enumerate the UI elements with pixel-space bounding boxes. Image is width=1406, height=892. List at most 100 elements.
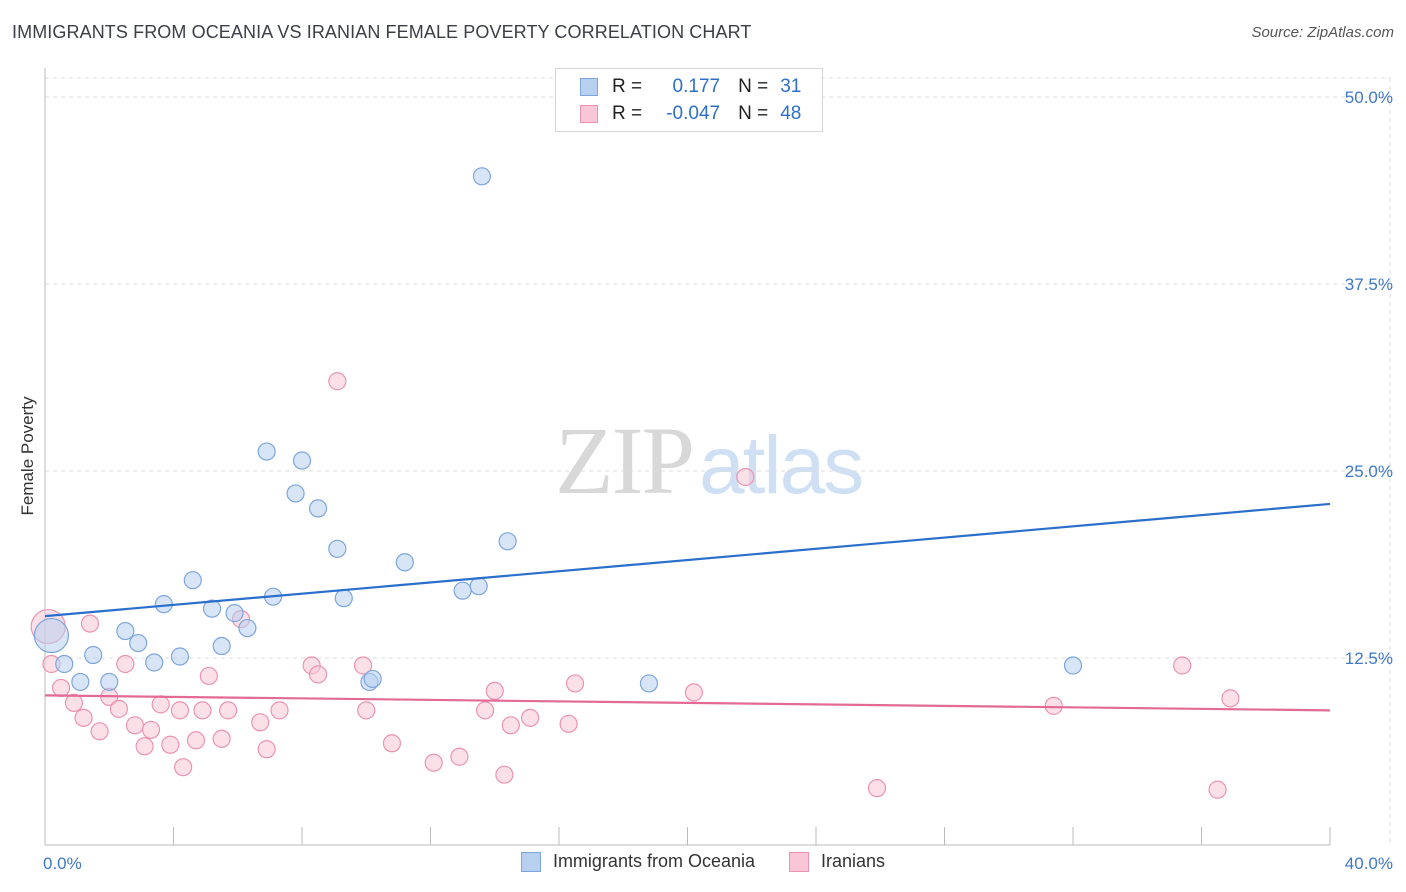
legend-swatch-blue — [580, 78, 598, 96]
iranians-point — [193, 701, 212, 720]
legend-row-iranians: R = -0.047 N = 48 — [580, 102, 801, 126]
axes — [44, 68, 1331, 846]
iranians-point — [476, 701, 495, 720]
iranians-point — [151, 695, 170, 714]
oceania-point — [453, 581, 472, 600]
oceania-point — [292, 451, 312, 470]
series-swatch-blue — [520, 851, 541, 872]
y-tick-label: 25.0% — [1345, 462, 1393, 481]
oceania-trend-line — [44, 502, 1331, 618]
iranians-point — [450, 747, 469, 766]
y-tick-label: 50.0% — [1345, 88, 1393, 107]
iranians-point — [135, 737, 154, 756]
oceania-point — [55, 654, 74, 674]
iranians-point — [109, 699, 128, 718]
oceania-point — [363, 669, 382, 689]
iranians-point — [1173, 656, 1192, 675]
iranians-point — [199, 666, 218, 686]
grid-lines — [45, 77, 1391, 845]
oceania-point — [170, 647, 190, 666]
oceania-point — [225, 604, 244, 623]
iranians-point — [174, 758, 193, 777]
source-credit: Source: ZipAtlas.com — [1251, 24, 1394, 41]
iranians-point — [80, 614, 100, 633]
iranians-point — [161, 735, 180, 754]
oceania-point — [33, 617, 70, 654]
iranians-point — [141, 720, 161, 739]
iranians-point — [64, 693, 84, 712]
oceania-point — [395, 553, 414, 572]
oceania-point — [202, 599, 222, 618]
iranians-point — [251, 713, 270, 732]
series-name-oceania: Immigrants from Oceania — [552, 851, 755, 871]
x-tick-label: 0.0% — [43, 854, 82, 873]
iranians-point — [424, 753, 443, 772]
iranians-point — [1044, 696, 1063, 715]
iranians-point — [257, 740, 276, 759]
chart-title: IMMIGRANTS FROM OCEANIA VS IRANIAN FEMAL… — [12, 22, 752, 42]
zipatlas-watermark: ZIPatlas — [555, 405, 864, 516]
oceania-point — [129, 633, 148, 653]
watermark-atlas: atlas — [699, 420, 864, 511]
oceania-point — [238, 618, 257, 638]
iranians-point — [736, 467, 755, 487]
oceania-points — [33, 167, 1083, 693]
x-tick-label: 40.0% — [1345, 854, 1393, 873]
iranians-point — [684, 683, 704, 702]
series-legend-oceania: Immigrants from Oceania — [520, 851, 755, 872]
legend-r-label: R = — [612, 103, 643, 124]
series-legend-iranians: Iranians — [789, 851, 885, 872]
legend-r-label: R = — [612, 76, 643, 97]
oceania-point — [84, 645, 103, 665]
iranians-point — [1208, 780, 1227, 799]
iranians-point — [270, 701, 289, 720]
oceania-point — [183, 571, 202, 590]
iranians-point — [520, 708, 540, 727]
iranians-point — [559, 714, 578, 733]
iranians-point — [308, 665, 328, 684]
legend-n-value: 48 — [780, 103, 802, 124]
legend-r-value: -0.047 — [666, 103, 721, 124]
trend-lines — [44, 502, 1331, 712]
y-tick-label: 12.5% — [1345, 649, 1393, 668]
oceania-point — [472, 167, 491, 186]
iranians-point — [186, 731, 206, 750]
iranians-points — [30, 372, 1240, 799]
iranians-point — [565, 674, 585, 693]
series-name-iranians: Iranians — [821, 851, 886, 871]
iranians-point — [357, 701, 376, 720]
legend-n-value: 31 — [780, 76, 802, 97]
oceania-point — [212, 636, 231, 656]
iranians-point — [867, 779, 887, 798]
oceania-point — [100, 672, 119, 692]
iranians-point — [495, 765, 514, 784]
legend-row-oceania: R = 0.177 N = 31 — [580, 75, 801, 99]
iranians-point — [328, 372, 347, 391]
oceania-point — [257, 442, 276, 461]
oceania-point — [328, 539, 347, 558]
oceania-point — [498, 532, 517, 551]
tick-labels: 12.5% 25.0% 37.5% 50.0% 0.0% 40.0% — [43, 88, 1393, 873]
iranians-point — [116, 654, 135, 674]
oceania-point — [116, 621, 135, 641]
series-swatch-pink — [789, 851, 809, 872]
oceania-point — [286, 484, 305, 503]
legend-swatch-pink — [580, 105, 598, 123]
iranians-point — [170, 701, 190, 720]
legend-n-label: N = — [738, 103, 769, 124]
iranians-point — [485, 681, 504, 701]
oceania-point — [71, 672, 90, 692]
iranians-point — [382, 734, 402, 753]
iranians-point — [125, 716, 145, 735]
iranians-trend-line — [44, 694, 1331, 712]
legend-n-label: N = — [738, 76, 769, 97]
iranians-point — [51, 678, 71, 698]
iranians-point — [1221, 689, 1240, 708]
iranians-point — [501, 716, 520, 735]
iranians-point — [219, 701, 238, 720]
oceania-point — [145, 653, 164, 672]
iranians-point — [212, 729, 231, 748]
oceania-point — [334, 589, 353, 608]
iranians-point — [353, 656, 373, 675]
